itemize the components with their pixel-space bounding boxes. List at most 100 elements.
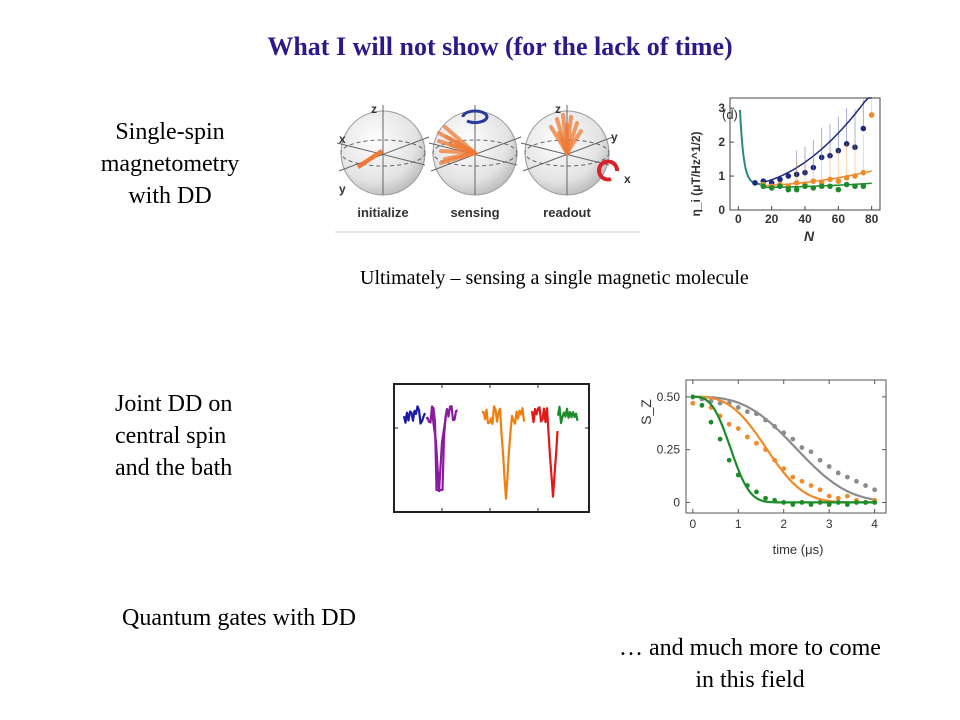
data-point [793,186,800,193]
rotation-arrow [597,159,619,182]
data-point [860,169,867,176]
data-point [763,417,768,423]
spectrum-figure [393,383,590,513]
axis-x-label-3: x [624,172,631,186]
data-point [817,457,823,463]
label-line: magnetometry [100,151,240,177]
x-tick-label: 0 [735,212,742,226]
data-point [835,147,842,154]
x-tick-label: 3 [826,517,833,531]
label-line: and the bath [115,455,233,481]
y-axis-label: S_Z [638,399,654,425]
data-point [760,183,767,190]
data-point [860,125,867,132]
data-point [790,436,796,442]
data-point [726,457,732,463]
spin-arrow [557,131,569,155]
data-point [826,493,832,499]
data-point [772,424,778,429]
data-point [827,183,833,190]
data-point [793,171,800,178]
data-point [799,478,805,484]
spin-arrow [565,129,583,155]
closing-remark: … and much more to come in this field [560,632,940,696]
label-line: central spin [115,423,227,449]
data-point [843,141,850,147]
fit-curve [739,109,762,186]
x-tick-label: 20 [765,212,779,226]
axis-x-label: x [339,132,346,146]
data-point [843,174,850,181]
axis-y [338,136,430,172]
data-point [872,500,878,505]
data-point [808,449,814,455]
x-tick-label: 2 [780,517,787,531]
axis-x [520,142,610,166]
x-axis-label: time (μs) [773,542,824,557]
axis-y-label: y [339,182,346,196]
data-point [810,178,817,184]
data-point [785,173,792,179]
data-point [790,502,796,507]
x-tick-label: 80 [865,212,879,226]
x-tick-label: 0 [689,517,696,531]
data-point [852,183,858,190]
data-point [802,169,808,176]
spectrum-trace [530,406,559,498]
bloch-label-initialize: initialize [357,205,408,220]
data-point [726,421,732,427]
data-point [717,436,723,442]
bloch-label-sensing: sensing [450,205,499,220]
data-point [790,474,796,480]
data-point [772,497,778,503]
data-point [854,500,859,505]
data-point [785,186,792,193]
data-point [735,472,741,478]
label-line: with DD [128,183,212,209]
data-point [844,474,850,480]
data-point [781,500,787,505]
decay-chart: 0 1 2 3 4 0 0.25 0.50 time (μs) S_Z [638,379,887,557]
data-point [744,434,750,440]
data-point [808,483,814,488]
data-point [826,502,832,507]
data-point [835,178,842,184]
y-tick-label: 0.50 [657,390,681,404]
data-point [793,180,800,186]
data-point [735,426,741,431]
spin-arrow [439,151,477,165]
data-point [818,183,825,190]
data-point [808,502,814,507]
data-point [843,181,850,188]
equator [340,139,426,167]
data-point [777,183,783,190]
data-point [754,489,759,495]
fit-curve [692,395,875,501]
data-point [835,495,841,501]
data-point [763,495,768,501]
data-point [699,402,705,408]
data-point [810,164,817,171]
data-point [768,185,775,191]
equator [524,139,610,167]
spectrum-trace [402,405,427,425]
x-axis-label: N [804,228,815,244]
data-point [835,500,841,505]
plot-frame [729,97,881,211]
closing-line: in this field [695,667,805,693]
spectrum-trace [481,405,526,500]
data-point [799,445,805,450]
spectrum-trace [556,405,579,425]
y-tick-label: 1 [718,169,725,183]
data-point [863,483,868,488]
panel-label: (d) [722,107,738,122]
data-point [690,394,696,400]
rotation-arrow [461,109,489,125]
data-point [810,185,817,191]
data-point [852,144,858,151]
data-point [817,500,823,505]
data-point [868,112,875,118]
data-point [872,487,878,493]
axis-y-label-3: y [611,130,618,144]
data-point [860,183,867,190]
